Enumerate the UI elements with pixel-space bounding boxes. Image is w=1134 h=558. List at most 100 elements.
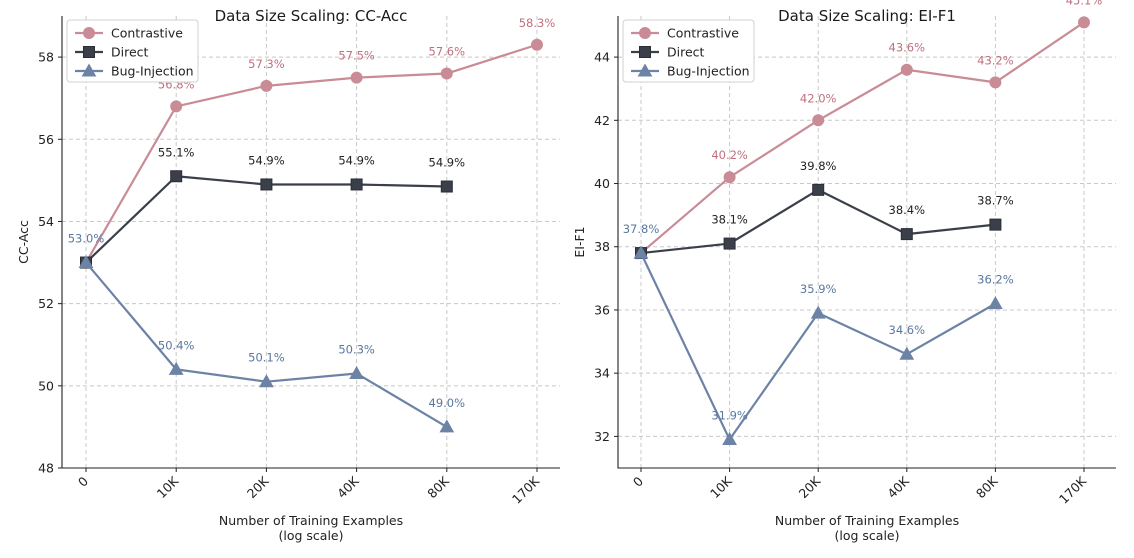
series-bug-injection: 37.8% 31.9% 35.9% 34.6% 36.2% xyxy=(623,222,1014,446)
data-point xyxy=(439,419,455,433)
data-label: 53.0% xyxy=(68,232,105,246)
legend-label: Contrastive xyxy=(111,26,183,41)
x-axis-label: Number of Training Examples xyxy=(775,513,959,528)
data-point xyxy=(900,63,913,76)
data-point xyxy=(260,79,273,92)
series-bug-injection: 53.0% 50.4% 50.1% 50.3% 49.0% xyxy=(68,232,466,433)
chart-panel-2: 32 34 36 38 40 42 44 0 10K 20K 40K 80K 170K Data Size… xyxy=(572,0,1116,543)
data-point xyxy=(83,46,95,58)
x-tick-label: 0 xyxy=(75,473,91,489)
data-point xyxy=(988,296,1003,310)
data-point xyxy=(259,374,274,388)
legend-item-bug-injection: Bug-Injection xyxy=(631,63,750,79)
data-label: 35.9% xyxy=(800,282,837,296)
data-point xyxy=(349,365,364,379)
data-label: 57.5% xyxy=(338,49,375,63)
x-tick-label: 10K xyxy=(707,473,735,501)
chart-title: Data Size Scaling: CC-Acc xyxy=(215,7,408,25)
legend-frame xyxy=(622,19,755,83)
x-tick-label: 170K xyxy=(509,473,543,507)
x-axis-label-sub: (log scale) xyxy=(835,528,900,543)
x-axis-label: Number of Training Examples xyxy=(219,513,403,528)
legend-item-contrastive: Contrastive xyxy=(75,26,183,41)
data-point xyxy=(83,27,95,39)
data-label: 57.3% xyxy=(248,57,285,71)
data-label: 54.9% xyxy=(429,156,466,170)
legend: Contrastive Direct Bug-Injection xyxy=(66,19,199,83)
y-tick-label: 52 xyxy=(38,296,54,311)
data-point xyxy=(723,171,736,184)
data-label: 58.3% xyxy=(519,16,556,30)
y-tick-label: 48 xyxy=(38,461,54,476)
data-label: 31.9% xyxy=(711,409,748,423)
data-point xyxy=(78,255,94,269)
axis-spine xyxy=(61,16,560,469)
data-point xyxy=(1078,16,1090,29)
data-label: 50.4% xyxy=(158,338,195,352)
data-label: 55.1% xyxy=(158,145,195,159)
data-label: 54.9% xyxy=(338,153,375,167)
data-label: 34.6% xyxy=(889,323,926,337)
series-line xyxy=(640,21,1085,254)
data-label: 54.9% xyxy=(248,153,285,167)
y-tick-label: 34 xyxy=(594,366,610,381)
data-label: 36.2% xyxy=(977,273,1014,287)
y-axis-label: CC-Acc xyxy=(16,220,31,264)
legend-frame xyxy=(66,19,199,83)
data-point xyxy=(350,71,363,84)
legend-label: Direct xyxy=(667,45,705,60)
data-point xyxy=(723,237,736,250)
data-point xyxy=(722,432,737,446)
data-point xyxy=(639,27,651,39)
data-label: 57.6% xyxy=(429,45,466,59)
x-tick-label: 40K xyxy=(334,473,362,501)
data-label: 43.2% xyxy=(977,53,1014,67)
data-label: 50.1% xyxy=(248,351,285,365)
y-tick-label: 44 xyxy=(594,50,610,65)
legend-label: Direct xyxy=(111,45,149,60)
data-point xyxy=(440,67,453,80)
x-tick-label: 80K xyxy=(973,473,1001,501)
y-tick-label: 50 xyxy=(38,378,54,393)
data-point xyxy=(812,114,825,127)
series-contrastive: 56.8%57.3%57.5% 57.6%58.3% xyxy=(80,16,556,269)
y-tick-label: 42 xyxy=(594,113,610,128)
series-contrastive: 40.2% 42.0% 43.6% 43.2% 45.1% xyxy=(635,0,1103,260)
data-label: 42.0% xyxy=(800,91,837,105)
legend-label: Contrastive xyxy=(667,26,739,41)
data-point xyxy=(350,178,363,191)
data-point xyxy=(170,170,183,183)
x-tick-label: 40K xyxy=(884,473,912,501)
legend-label: Bug-Injection xyxy=(111,64,194,79)
x-tick-label: 10K xyxy=(154,473,182,501)
data-label: 45.1% xyxy=(1066,0,1103,7)
data-point xyxy=(989,218,1002,231)
legend: Contrastive Direct Bug-Injection xyxy=(622,19,755,83)
legend-label: Bug-Injection xyxy=(667,64,750,79)
data-label: 49.0% xyxy=(429,396,466,410)
x-tick-label: 170K xyxy=(1056,473,1090,507)
data-label: 38.7% xyxy=(977,194,1014,208)
x-tick-label: 20K xyxy=(244,473,272,501)
x-tick-label: 20K xyxy=(796,473,824,501)
data-label: 43.6% xyxy=(889,41,926,55)
data-point xyxy=(81,63,97,77)
data-point xyxy=(899,346,915,360)
y-tick-label: 54 xyxy=(38,214,54,229)
data-point xyxy=(900,228,913,241)
data-point xyxy=(633,245,649,259)
series-line xyxy=(85,43,538,264)
data-point xyxy=(637,63,653,77)
data-label: 37.8% xyxy=(623,222,660,236)
legend-item-direct: Direct xyxy=(631,45,705,60)
data-point xyxy=(168,361,184,375)
data-label: 38.1% xyxy=(711,213,748,227)
y-tick-label: 36 xyxy=(594,302,610,317)
data-label: 38.4% xyxy=(889,203,926,217)
series-direct: 55.1% 54.9% 54.9% 54.9% xyxy=(80,145,466,269)
y-tick-label: 58 xyxy=(38,50,54,65)
x-axis-label-sub: (log scale) xyxy=(279,528,344,543)
y-tick-label: 32 xyxy=(594,429,610,444)
y-tick-label: 38 xyxy=(594,239,610,254)
